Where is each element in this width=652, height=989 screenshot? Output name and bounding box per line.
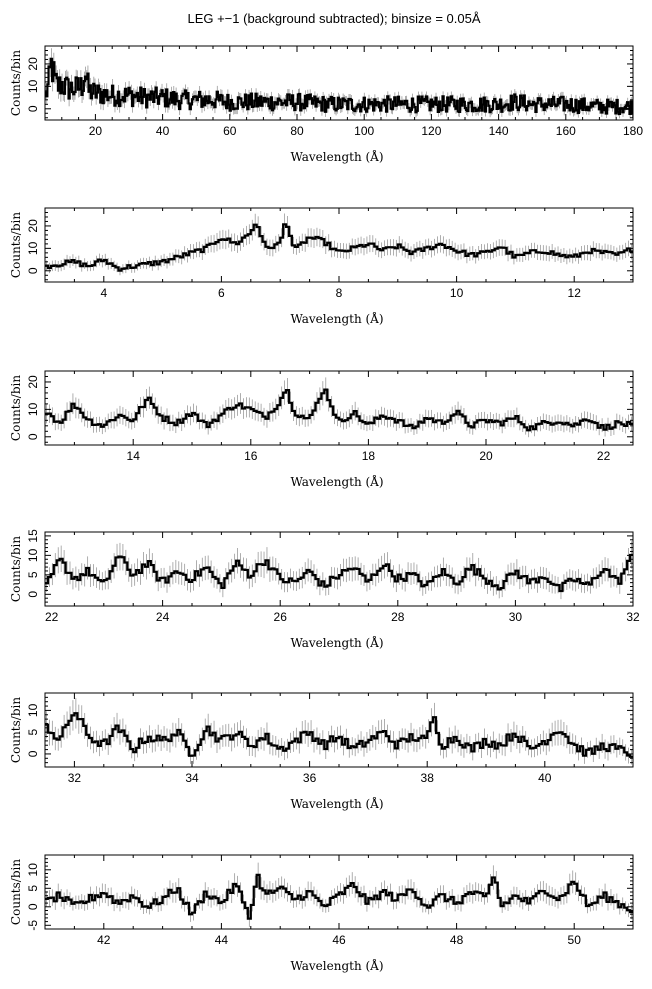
y-tick-label: 0	[26, 750, 40, 757]
y-tick-label: -5	[26, 920, 40, 931]
y-axis-label: Counts/bin	[9, 212, 23, 278]
x-tick-label: 180	[623, 124, 643, 138]
x-tick-label: 10	[450, 286, 464, 300]
x-tick-label: 50	[568, 933, 582, 947]
series-line	[45, 388, 633, 432]
series-line	[45, 873, 633, 920]
chart-panel-2: 4 6 8 10 12 0 10 20 Wavelength (Å) Counts/bin	[9, 207, 634, 326]
series-line	[45, 57, 633, 115]
y-axis-label: Counts/bin	[9, 375, 23, 441]
error-bars	[46, 377, 632, 438]
x-tick-label: 120	[421, 124, 441, 138]
error-bars	[46, 697, 632, 765]
x-axis-label: Wavelength (Å)	[290, 149, 383, 164]
chart-panel-3: 14 16 18 20 22 0 10 20 Wavelength (Å) Counts/bin	[9, 370, 634, 489]
x-tick-label: 26	[274, 610, 288, 624]
x-axis-label: Wavelength (Å)	[290, 635, 383, 650]
plot-frame	[44, 531, 634, 607]
x-tick-label: 140	[489, 124, 509, 138]
x-tick-label: 28	[391, 610, 405, 624]
y-tick-label: 10	[26, 241, 40, 255]
y-tick-label: 5	[26, 571, 40, 578]
figure-title: LEG +−1 (background subtracted); binsize…	[187, 11, 480, 26]
x-tick-label: 20	[479, 449, 493, 463]
series-line	[45, 223, 633, 272]
x-tick-label: 30	[509, 610, 523, 624]
y-tick-label: 15	[26, 529, 40, 543]
error-bars	[46, 541, 632, 600]
y-tick-label: 0	[26, 903, 40, 910]
x-tick-label: 18	[362, 449, 376, 463]
chart-panel-1: 20 40 60 80 100 120 140 160 180 0 10 20 Wavelength (…	[9, 45, 643, 164]
x-tick-label: 38	[421, 771, 435, 785]
y-axis-label: Counts/bin	[9, 859, 23, 925]
x-tick-label: 40	[538, 771, 552, 785]
x-tick-label: 22	[597, 449, 611, 463]
y-tick-label: 5	[26, 885, 40, 892]
error-bars	[46, 213, 632, 276]
x-tick-label: 22	[45, 610, 59, 624]
y-tick-label: 20	[26, 219, 40, 233]
y-tick-label: 10	[26, 548, 40, 562]
x-tick-label: 8	[336, 286, 343, 300]
x-tick-label: 4	[100, 286, 107, 300]
x-tick-label: 20	[89, 124, 103, 138]
y-axis-label: Counts/bin	[9, 50, 23, 116]
chart-panel-5: 32 34 36 38 40 0 5 10 Wavelength (Å) Counts/bin	[9, 692, 634, 811]
plot-frame	[44, 692, 634, 768]
y-tick-label: 20	[26, 57, 40, 71]
x-tick-label: 48	[450, 933, 464, 947]
x-axis-label: Wavelength (Å)	[290, 958, 383, 973]
x-tick-label: 60	[223, 124, 237, 138]
x-tick-label: 16	[244, 449, 258, 463]
y-tick-label: 10	[26, 863, 40, 877]
x-axis-label: Wavelength (Å)	[290, 474, 383, 489]
x-tick-label: 100	[354, 124, 374, 138]
y-tick-label: 10	[26, 402, 40, 416]
x-tick-label: 160	[556, 124, 576, 138]
x-tick-label: 34	[185, 771, 199, 785]
chart-panel-6: 42 44 46 48 50 -5 0 5 10 Wavelength (Å) Counts/bin	[9, 854, 634, 973]
series-line	[45, 712, 633, 758]
x-tick-label: 44	[215, 933, 229, 947]
y-tick-label: 10	[26, 703, 40, 717]
y-tick-label: 0	[26, 105, 40, 112]
x-tick-label: 32	[626, 610, 640, 624]
x-tick-label: 36	[303, 771, 317, 785]
x-tick-label: 24	[156, 610, 170, 624]
y-tick-label: 10	[26, 79, 40, 93]
x-axis-label: Wavelength (Å)	[290, 311, 383, 326]
x-tick-label: 80	[290, 124, 304, 138]
x-axis-label: Wavelength (Å)	[290, 796, 383, 811]
x-tick-label: 32	[68, 771, 82, 785]
series-line	[45, 553, 633, 593]
plot-frame	[44, 207, 634, 283]
plot-frame	[44, 45, 634, 121]
x-tick-label: 14	[127, 449, 141, 463]
y-tick-label: 5	[26, 729, 40, 736]
y-tick-label: 0	[26, 591, 40, 598]
y-tick-label: 0	[26, 433, 40, 440]
plot-frame	[44, 370, 634, 446]
chart-panel-4: 22 24 26 28 30 32 0 5 10 15 Wavelength (Å) Counts/b…	[9, 529, 640, 650]
x-tick-label: 12	[568, 286, 582, 300]
x-tick-label: 46	[332, 933, 346, 947]
x-tick-label: 40	[156, 124, 170, 138]
y-axis-label: Counts/bin	[9, 697, 23, 763]
y-tick-label: 0	[26, 267, 40, 274]
y-tick-label: 20	[26, 375, 40, 389]
y-axis-label: Counts/bin	[9, 536, 23, 602]
x-tick-label: 42	[97, 933, 111, 947]
x-tick-label: 6	[218, 286, 225, 300]
